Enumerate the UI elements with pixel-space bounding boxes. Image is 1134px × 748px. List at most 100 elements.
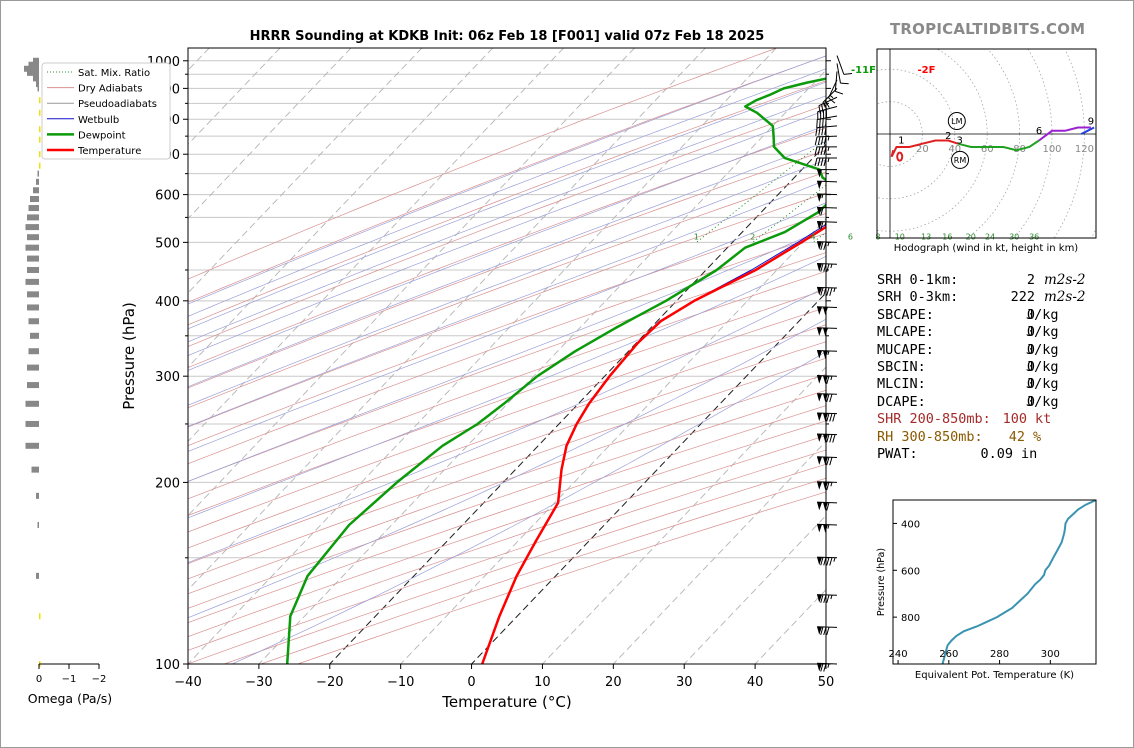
wind-barb [814,135,838,146]
barb-flag [823,557,827,566]
mixing-ratio-label: 30 [1009,232,1019,241]
omega-bar [37,170,39,177]
legend-entry: Pseudoadiabats [78,99,157,110]
barb-flag [823,263,827,272]
barb-flag [820,146,824,155]
isotherm-line [683,514,826,664]
hodograph-segment [957,139,1040,152]
moist-adiabat [188,95,826,343]
wind-barb [814,157,837,167]
stat-row: SRH 0-1km: 2 m2s-2 [877,272,1085,288]
hodograph-height-label: 6 [1036,126,1042,137]
hodograph-height-label: 1 [898,136,904,147]
moist-adiabat [188,141,826,388]
hodograph-segment [1080,126,1095,135]
barb-flag [823,241,827,251]
mixing-ratio-label: 8 [875,232,880,241]
barb-pennant [823,375,829,384]
omega-tick-label: −1 [62,674,77,685]
hodograph-height-label: 9 [1088,116,1094,127]
legend-entry: Wetbulb [78,115,119,126]
isotherm-line [258,69,826,664]
dry-adiabat [188,357,826,580]
omega-bar [33,187,39,194]
barb-flag [826,375,830,384]
barb-staff [816,433,838,436]
barb-half-flag [833,287,836,293]
barb-flag [816,119,818,128]
dry-adiabat [188,55,826,303]
wind-barb [816,206,838,216]
omega-bar [27,382,39,389]
barb-half-flag [827,146,830,151]
barb-pennant [817,193,823,202]
barb-flag [822,118,824,127]
wind-barb [816,180,838,190]
omega-bar [39,97,41,104]
hodograph-ring-label: 40 [948,144,961,155]
stat-value: 0 [1026,393,1035,410]
hodograph-ring-label: 100 [1042,144,1061,155]
dry-adiabat [188,48,777,280]
x-tick-label: −10 [387,675,414,690]
temperature-profile [481,225,826,664]
omega-bar [28,205,39,212]
barb-flag [821,104,824,113]
barb-staff [816,556,838,559]
hodograph-ring-label: 60 [981,144,994,155]
barb-flag [826,457,830,466]
storm-motion-label: RM [954,156,967,165]
hodograph-ring-label: 120 [1075,144,1094,155]
x-tick-label: 40 [747,675,764,690]
barb-flag [817,146,821,155]
barb-flag [818,127,821,136]
dewpoint-profile [285,77,826,664]
stat-row: MUCAPE: 0 J/kg [877,341,1059,358]
barb-flag [823,136,827,145]
barb-staff [816,662,838,665]
mixing-ratio-label: 4 [811,232,816,241]
stat-label: MUCAPE: [877,341,934,358]
wind-barb [817,169,837,178]
barb-flag [829,457,833,466]
barb-staff [816,456,838,458]
barb-staff [817,115,838,120]
barb-staff [822,88,838,103]
moist-adiabat [188,255,826,519]
wind-barb [815,125,838,136]
barb-pennant [817,350,823,359]
barb-half-flag [833,557,836,562]
dry-adiabat [188,324,826,549]
moist-adiabat [188,318,826,619]
hodograph-segment [1038,126,1091,142]
moist-adiabat [188,55,826,305]
stat-value: 0 [1026,376,1035,393]
hodograph-loop [896,151,904,162]
y-tick-label: 100 [155,658,180,673]
barb-pennant [817,433,823,443]
x-tick-label: −20 [316,675,343,690]
barb-pennant [823,502,829,511]
barb-flag [840,82,849,85]
stat-unit: m2s-2 [1044,272,1086,288]
stat-unit: J/kg [1026,376,1059,393]
hodograph-caption: Hodograph (wind in kt, height in km) [894,243,1079,254]
dry-adiabat [188,307,826,533]
legend-entry: Temperature [77,146,141,157]
y-axis-label: Pressure (hPa) [120,302,138,410]
barb-pennant [817,306,823,315]
barb-half-flag [827,350,830,356]
y-tick-label: 200 [155,476,180,491]
barb-staff [816,306,838,308]
dry-adiabat [188,171,826,409]
x-tick-label: −30 [245,675,272,690]
omega-bar [33,75,39,82]
x-tick-label: 20 [605,675,622,690]
barb-staff [817,125,838,129]
barb-pennant [817,481,823,490]
omega-bar [25,244,39,251]
stat-unit: in [1021,446,1038,462]
barb-flag [829,413,833,422]
barb-staff [816,523,838,526]
barb-staff [816,594,838,596]
